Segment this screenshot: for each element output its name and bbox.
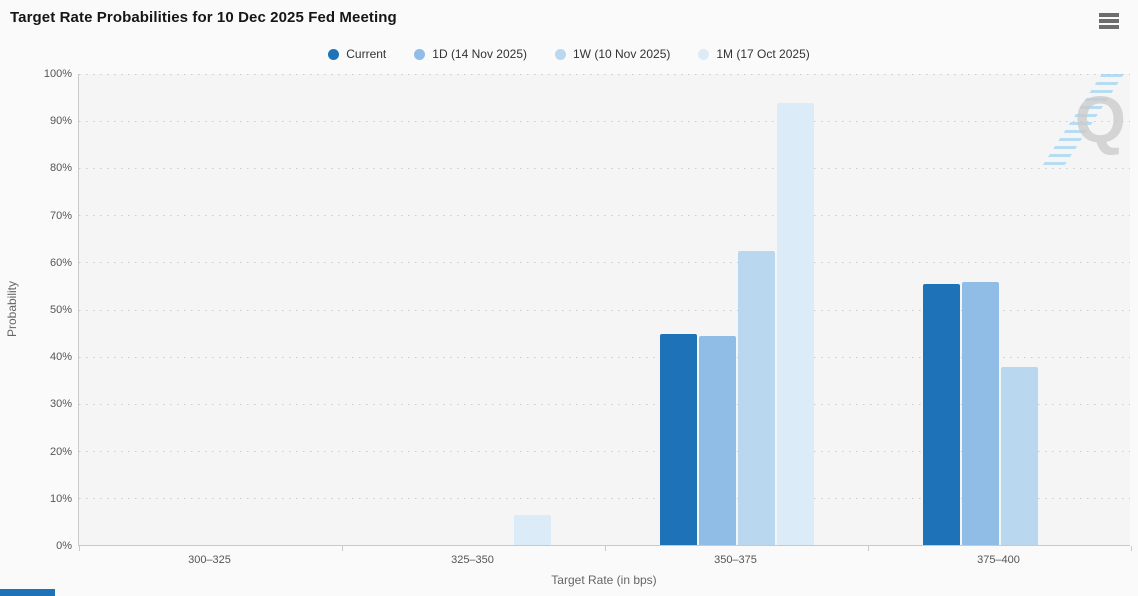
- x-tick-label-350–375: 350–375: [714, 554, 757, 566]
- y-tick-label-60%: 60%: [49, 256, 72, 269]
- legend-label: 1D (14 Nov 2025): [432, 47, 527, 61]
- y-tick-label-40%: 40%: [49, 351, 72, 364]
- gridline-30%: [79, 403, 1130, 405]
- bar-1w-350–375[interactable]: [737, 250, 775, 545]
- gridline-20%: [79, 451, 1130, 453]
- x-tick-mark: [605, 546, 606, 551]
- legend-marker-icon: [698, 48, 710, 60]
- legend-marker-icon: [554, 48, 566, 60]
- chart-legend: Current 1D (14 Nov 2025) 1W (10 Nov 2025) 1…: [0, 44, 1138, 64]
- plot-area: [78, 73, 1132, 551]
- chart-menu-button[interactable]: [1096, 11, 1122, 31]
- legend-item-1d[interactable]: 1D (14 Nov 2025): [414, 47, 527, 61]
- gridline-60%: [79, 262, 1130, 264]
- y-tick-label-100%: 100%: [43, 68, 72, 80]
- legend-label: Current: [346, 47, 387, 61]
- hamburger-icon: [1099, 25, 1119, 29]
- gridline-50%: [79, 309, 1130, 311]
- gridline-100%: [79, 73, 1130, 75]
- x-tick-mark: [342, 546, 343, 551]
- bar-1m-325–350[interactable]: [513, 515, 551, 545]
- y-tick-label-20%: 20%: [49, 445, 72, 458]
- y-tick-label-0%: 0%: [56, 540, 72, 552]
- bar-1d-350–375[interactable]: [698, 336, 736, 545]
- x-tick-label-325–350: 325–350: [451, 554, 494, 566]
- hamburger-icon: [1099, 13, 1119, 17]
- gridline-80%: [79, 167, 1130, 169]
- legend-marker-icon: [414, 48, 426, 60]
- legend-item-current[interactable]: Current: [328, 47, 386, 61]
- bar-1d-375–400[interactable]: [961, 281, 999, 545]
- y-tick-label-70%: 70%: [49, 209, 72, 222]
- chart-title: Target Rate Probabilities for 10 Dec 202…: [10, 9, 397, 26]
- gridline-10%: [79, 498, 1130, 500]
- bar-current-375–400[interactable]: [922, 283, 960, 545]
- x-tick-label-375–400: 375–400: [977, 554, 1020, 566]
- gridline-90%: [79, 120, 1130, 122]
- y-tick-label-80%: 80%: [49, 162, 72, 175]
- y-tick-label-30%: 30%: [49, 398, 72, 411]
- legend-label: 1M (17 Oct 2025): [716, 47, 810, 61]
- bar-current-350–375[interactable]: [659, 334, 697, 545]
- x-tick-mark: [1131, 546, 1132, 551]
- bar-1w-375–400[interactable]: [1000, 367, 1038, 545]
- legend-item-1m[interactable]: 1M (17 Oct 2025): [698, 47, 810, 61]
- bottom-left-blue-strip: [0, 589, 55, 596]
- x-tick-mark: [868, 546, 869, 551]
- legend-label: 1W (10 Nov 2025): [572, 47, 671, 61]
- hamburger-icon: [1099, 19, 1119, 23]
- x-axis-title: Target Rate (in bps): [551, 573, 657, 587]
- legend-marker-icon: [328, 48, 340, 60]
- y-tick-label-90%: 90%: [49, 115, 72, 128]
- legend-item-1w[interactable]: 1W (10 Nov 2025): [554, 47, 671, 61]
- x-tick-mark: [79, 546, 80, 551]
- gridline-70%: [79, 215, 1130, 217]
- y-tick-label-10%: 10%: [49, 492, 72, 505]
- x-tick-label-300–325: 300–325: [188, 554, 231, 566]
- y-tick-label-50%: 50%: [49, 304, 72, 316]
- gridline-40%: [79, 356, 1130, 358]
- bar-1m-350–375[interactable]: [776, 102, 814, 545]
